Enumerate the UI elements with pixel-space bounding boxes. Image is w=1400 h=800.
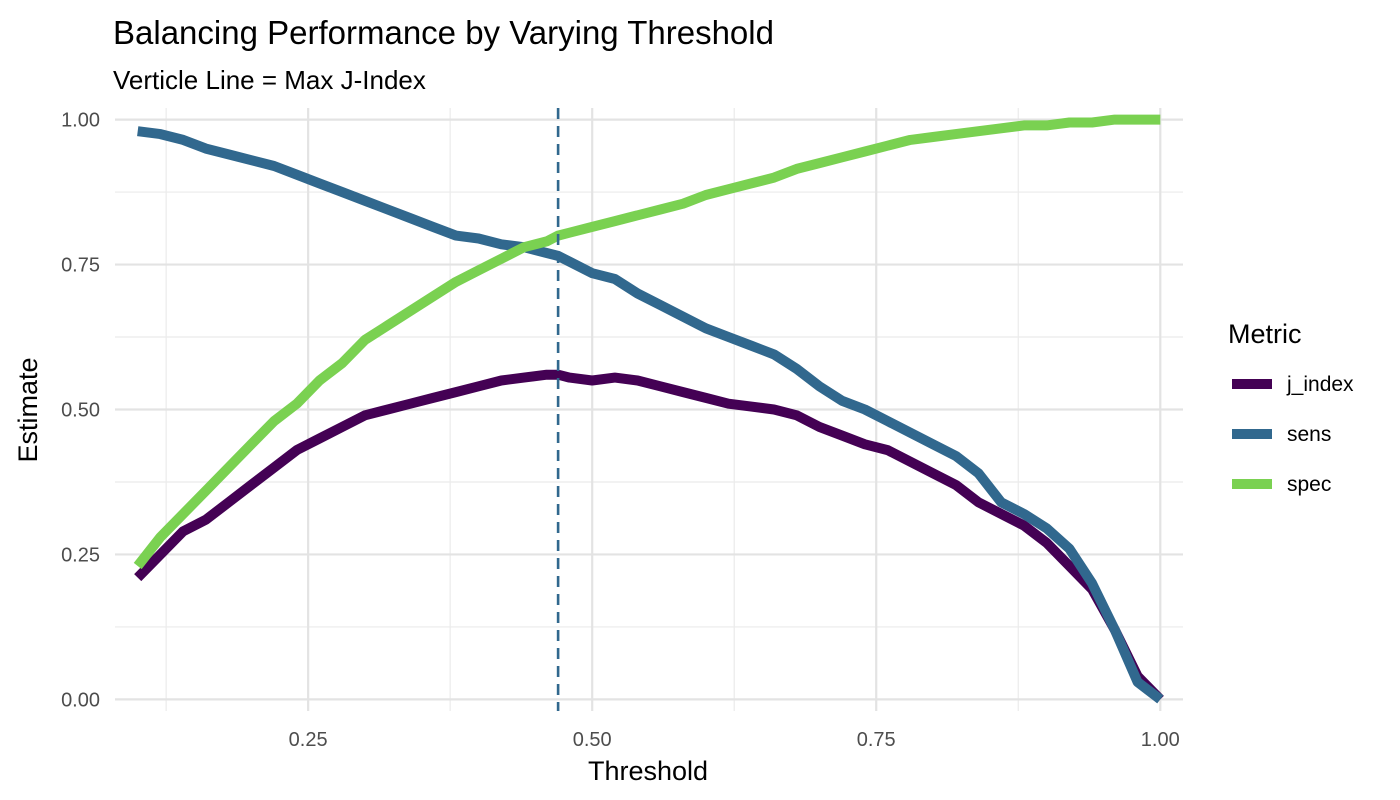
y-tick-label: 0.50 xyxy=(61,400,100,422)
series-lines xyxy=(133,114,1164,704)
y-axis-title: Estimate xyxy=(13,357,43,462)
y-axis-ticks: 0.00 0.25 0.50 0.75 1.00 xyxy=(61,110,100,712)
series-line-spec xyxy=(133,114,1161,570)
series-line-sens xyxy=(137,126,1164,704)
legend-label-sens: sens xyxy=(1287,423,1331,446)
minor-gridlines xyxy=(115,108,1183,711)
chart-subtitle: Verticle Line = Max J-Index xyxy=(113,65,426,95)
chart-title: Balancing Performance by Varying Thresho… xyxy=(113,14,774,51)
major-gridlines xyxy=(115,108,1183,711)
series-line-j-index xyxy=(134,369,1164,703)
legend-label-j-index: j_index xyxy=(1286,373,1354,396)
x-tick-label: 1.00 xyxy=(1141,729,1180,751)
y-tick-label: 0.25 xyxy=(61,544,100,566)
y-tick-label: 0.00 xyxy=(61,689,100,711)
x-tick-label: 0.25 xyxy=(289,729,328,751)
y-tick-label: 1.00 xyxy=(61,110,100,132)
y-tick-label: 0.75 xyxy=(61,255,100,277)
x-tick-label: 0.50 xyxy=(573,729,612,751)
x-axis-ticks: 0.25 0.50 0.75 1.00 xyxy=(289,729,1180,751)
x-axis-title: Threshold xyxy=(588,756,708,786)
legend-label-spec: spec xyxy=(1287,473,1331,496)
legend-title: Metric xyxy=(1228,319,1302,349)
x-tick-label: 0.75 xyxy=(857,729,896,751)
